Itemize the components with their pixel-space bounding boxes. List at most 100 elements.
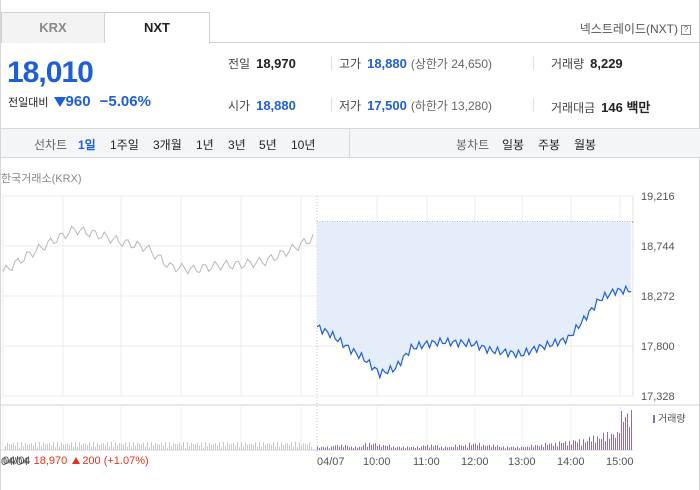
up-arrow-icon (72, 457, 81, 464)
prev-volume-bar (25, 442, 26, 450)
volume-bar (577, 442, 578, 450)
x-tick-label: 04/07 (317, 456, 345, 468)
volume-bar (321, 446, 322, 450)
prev-volume-bar (149, 447, 150, 450)
chart-period-bar: 선차트 1일 1주일 3개월 1년 3년 5년 10년 봉차트 일봉 주봉 월봉 (1, 128, 700, 158)
tab-krx[interactable]: KRX (1, 12, 105, 43)
divider (533, 56, 534, 70)
volume-bar (563, 443, 564, 450)
prev-volume-bar (105, 444, 106, 450)
candle-daily-button[interactable]: 일봉 (502, 138, 525, 152)
volume-bar (425, 446, 426, 450)
prev-volume-bar (213, 443, 214, 450)
prev-volume-bar (131, 447, 132, 450)
prev-volume-bar (129, 442, 130, 450)
volume-bar (317, 446, 318, 450)
volume-bar (397, 446, 398, 450)
prev-volume-bar (277, 442, 278, 450)
x-tick-label: 04/04 (1, 456, 29, 468)
period-3y-button[interactable]: 3년 (228, 138, 246, 152)
prev-volume-bar (199, 445, 200, 450)
prev-close: 18,970 (33, 455, 68, 467)
candle-weekly-button[interactable]: 주봉 (538, 138, 561, 152)
volume-bar (595, 442, 596, 450)
chart-title: 한국거래소(KRX) (1, 173, 82, 185)
volume-bar (573, 440, 574, 450)
prev-volume-bar (59, 446, 60, 450)
volume-bar (433, 446, 434, 450)
prev-volume-bar (91, 446, 92, 450)
volume-bar (367, 446, 368, 450)
prev-volume-bar (45, 444, 46, 450)
volume-bar (461, 445, 462, 450)
prev-volume-bar (35, 442, 36, 450)
tab-nxt[interactable]: NXT (105, 12, 210, 44)
stat-value: 146 백만 (601, 100, 651, 115)
volume-bar (405, 448, 406, 450)
volume-bar (467, 447, 468, 450)
change-label: 전일대비 (8, 97, 49, 109)
prev-volume-bar (67, 443, 68, 450)
prev-volume-bar (257, 447, 258, 450)
volume-bar (445, 446, 446, 450)
prev-volume-bar (253, 445, 254, 450)
volume-bar (551, 443, 552, 450)
stat-value: 17,500 (367, 98, 407, 113)
period-3m-button[interactable]: 3개월 (153, 138, 182, 152)
prev-volume-bar (17, 442, 18, 450)
volume-bar (451, 446, 452, 450)
volume-bar (449, 447, 450, 450)
volume-bar (441, 446, 442, 450)
stat-value: 18,880 (367, 56, 407, 71)
prev-volume-bar (37, 447, 38, 450)
volume-bar (611, 433, 612, 450)
volume-bar (421, 446, 422, 450)
help-icon[interactable]: ? (681, 25, 691, 35)
prev-volume-bar (103, 443, 104, 450)
stat-label: 시가 (228, 99, 251, 113)
volume-bar (419, 448, 420, 450)
volume-bar (343, 447, 344, 450)
down-arrow-icon (53, 97, 66, 107)
period-1w-button[interactable]: 1주일 (110, 138, 139, 152)
lower-limit: (하한가 13,280) (410, 99, 493, 113)
prev-volume-bar (81, 444, 82, 450)
volume-bar (443, 448, 444, 450)
market-tabs: KRX NXT 넥스트레이드(NXT)? (1, 12, 700, 44)
period-5y-button[interactable]: 5년 (259, 138, 277, 152)
volume-bar (615, 437, 616, 450)
stat-value: 18,880 (256, 98, 296, 113)
prev-volume-bar (83, 443, 84, 450)
volume-bar (413, 446, 414, 450)
prev-volume-bar (197, 442, 198, 450)
volume-bar (519, 448, 520, 450)
prev-volume-bar (299, 442, 300, 450)
x-tick-label: 13:00 (508, 456, 536, 468)
volume-bar (447, 447, 448, 450)
volume-bar (363, 445, 364, 450)
volume-bar (407, 446, 408, 450)
prev-volume-bar (75, 442, 76, 450)
stat-trade-value: 거래대금 146 백만 (551, 97, 650, 116)
volume-bar (533, 446, 534, 450)
period-10y-button[interactable]: 10년 (291, 138, 316, 152)
volume-bar (415, 448, 416, 450)
period-1d-button[interactable]: 1일 (78, 138, 96, 152)
volume-bar (597, 436, 598, 450)
prev-volume-bar (281, 442, 282, 450)
volume-bar (475, 443, 476, 450)
prev-volume-bar (171, 445, 172, 450)
volume-bar (581, 445, 582, 450)
candle-monthly-button[interactable]: 월봉 (574, 138, 597, 152)
volume-bar (361, 446, 362, 450)
prev-volume-bar (43, 442, 44, 450)
prev-volume-bar (13, 442, 14, 450)
current-price: 18,010 (7, 56, 94, 89)
volume-bar (623, 421, 624, 450)
volume-bar (523, 447, 524, 450)
period-1y-button[interactable]: 1년 (196, 138, 214, 152)
prev-volume-bar (55, 447, 56, 450)
volume-bar (521, 446, 522, 450)
prev-volume-bar (235, 445, 236, 450)
